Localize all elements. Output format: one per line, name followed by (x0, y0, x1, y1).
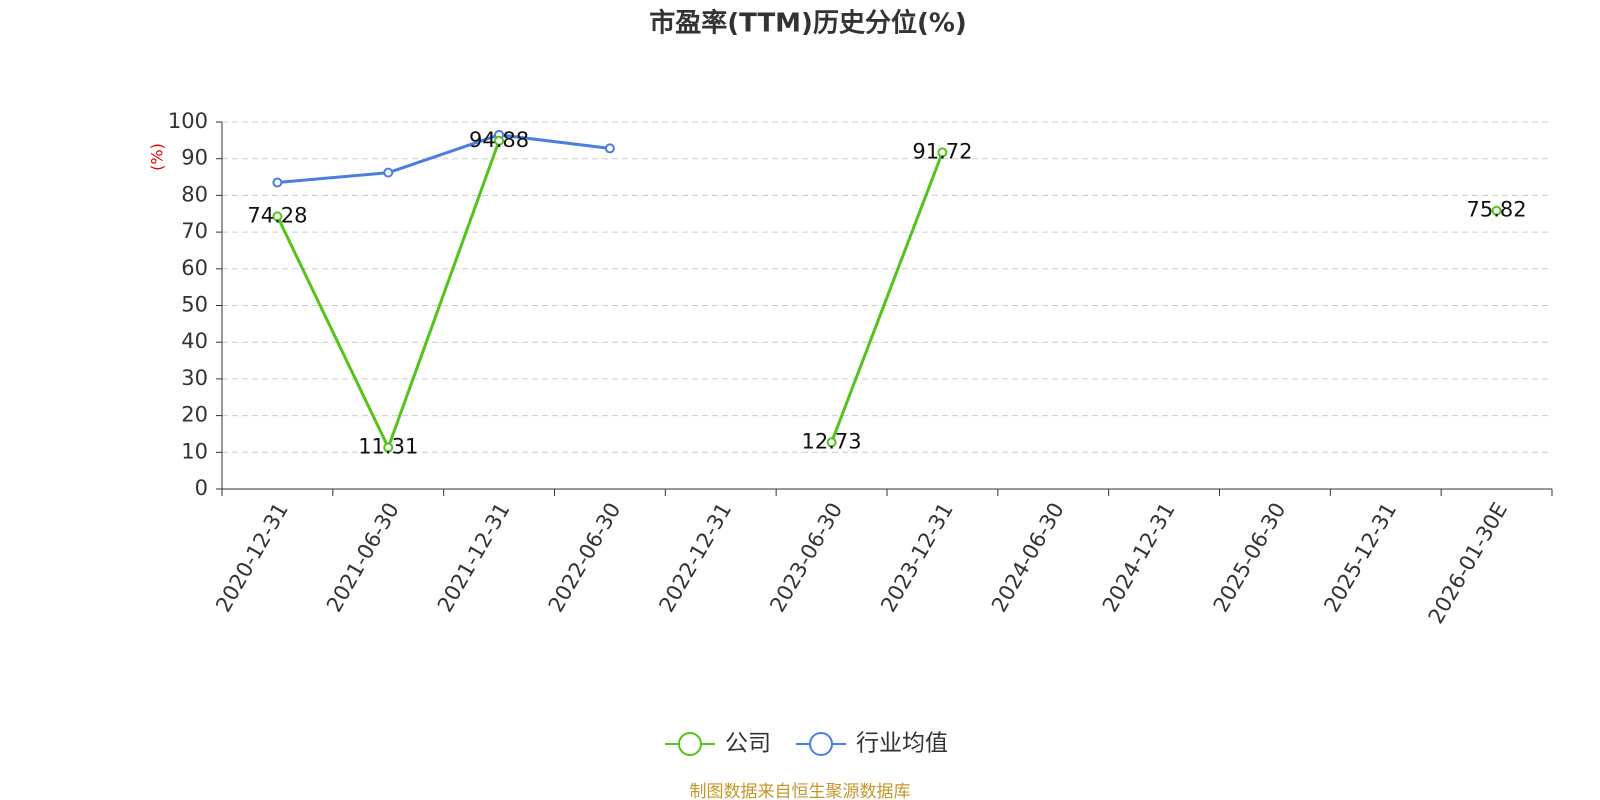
data-point (272, 177, 283, 188)
data-point (383, 442, 394, 453)
data-point (604, 143, 615, 154)
y-axis-label: (%) (148, 143, 167, 171)
source-note: 制图数据来自恒生聚源数据库 (690, 782, 911, 800)
data-point (937, 147, 948, 158)
data-point (272, 211, 283, 222)
x-tick-label: 2025-06-30 (1209, 499, 1291, 617)
series-line (277, 133, 611, 185)
data-point (383, 167, 394, 178)
x-tick-label: 2023-12-31 (876, 499, 958, 617)
x-tick-label: 2023-06-30 (765, 499, 847, 617)
data-label: 74.28 (247, 203, 307, 227)
data-label: 94.88 (469, 128, 529, 152)
y-tick-label: 90 (181, 146, 208, 170)
chart-title: 市盈率(TTM)历史分位(%) (649, 8, 967, 39)
legend-marker (678, 732, 702, 756)
data-label: 11.31 (358, 434, 418, 458)
y-tick-label: 60 (181, 256, 208, 280)
x-tick-label: 2021-12-31 (433, 499, 515, 617)
x-tick-label: 2020-12-31 (211, 499, 293, 617)
x-tick-label: 2024-06-30 (987, 499, 1069, 617)
legend-item[interactable]: 公司 (665, 731, 771, 757)
data-label: 75.82 (1467, 198, 1527, 222)
data-label: 12.73 (802, 429, 862, 453)
x-tick-label: 2021-06-30 (322, 499, 404, 617)
x-tick-label: 2022-06-30 (544, 499, 626, 617)
y-tick-label: 30 (181, 366, 208, 390)
legend-label: 行业均值 (856, 731, 948, 757)
y-tick-label: 100 (168, 109, 208, 133)
y-tick-label: 70 (181, 219, 208, 243)
legend-item[interactable]: 行业均值 (796, 731, 948, 757)
legend-marker (809, 732, 833, 756)
x-tick-label: 2026-01-30E (1424, 499, 1512, 628)
data-point (1491, 205, 1502, 216)
data-point (826, 437, 837, 448)
y-tick-label: 10 (181, 439, 208, 463)
data-point (494, 135, 505, 146)
x-tick-label: 2022-12-31 (654, 499, 736, 617)
x-tick-label: 2025-12-31 (1319, 499, 1401, 617)
data-label: 91.72 (912, 139, 972, 163)
series-line (277, 141, 1496, 448)
legend-label: 公司 (725, 731, 771, 757)
y-tick-label: 50 (181, 293, 208, 317)
x-tick-label: 2024-12-31 (1098, 499, 1180, 617)
y-tick-label: 80 (181, 182, 208, 206)
y-tick-label: 20 (181, 403, 208, 427)
y-tick-label: 40 (181, 329, 208, 353)
y-tick-label: 0 (195, 476, 208, 500)
